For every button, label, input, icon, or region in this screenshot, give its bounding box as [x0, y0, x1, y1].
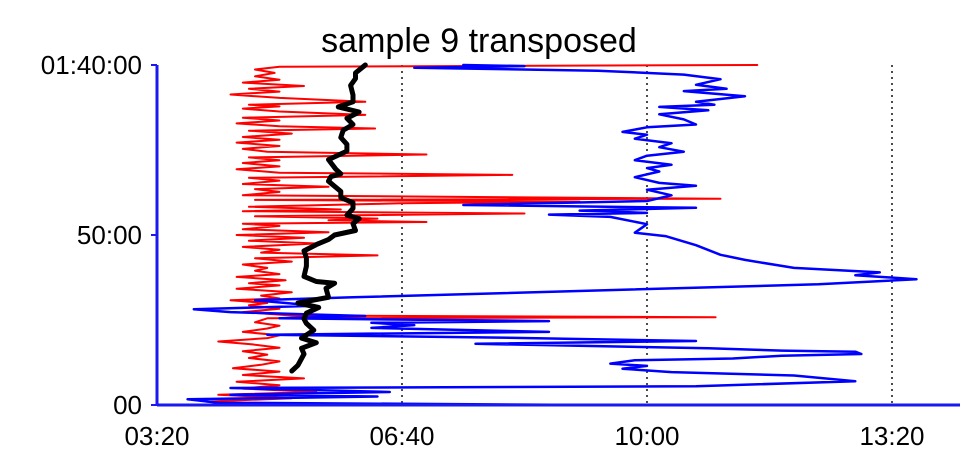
grid-lines: [401, 65, 893, 405]
x-tick-label: 13:20: [859, 421, 924, 450]
y-tick-label: 00: [113, 390, 142, 420]
chart-title: sample 9 transposed: [321, 22, 637, 60]
y-axis-ticks: 00 50:00 01:40:00: [41, 50, 157, 420]
series-line-2: [186, 63, 918, 407]
x-tick-label: 06:40: [369, 421, 434, 450]
series-group: [186, 62, 918, 407]
series-line-3: [289, 62, 368, 374]
x-tick-label: 10:00: [614, 421, 679, 450]
series-line-1: [205, 64, 759, 406]
y-tick-label: 50:00: [77, 220, 142, 250]
y-tick-label: 01:40:00: [41, 50, 142, 80]
x-tick-label: 03:20: [124, 421, 189, 450]
